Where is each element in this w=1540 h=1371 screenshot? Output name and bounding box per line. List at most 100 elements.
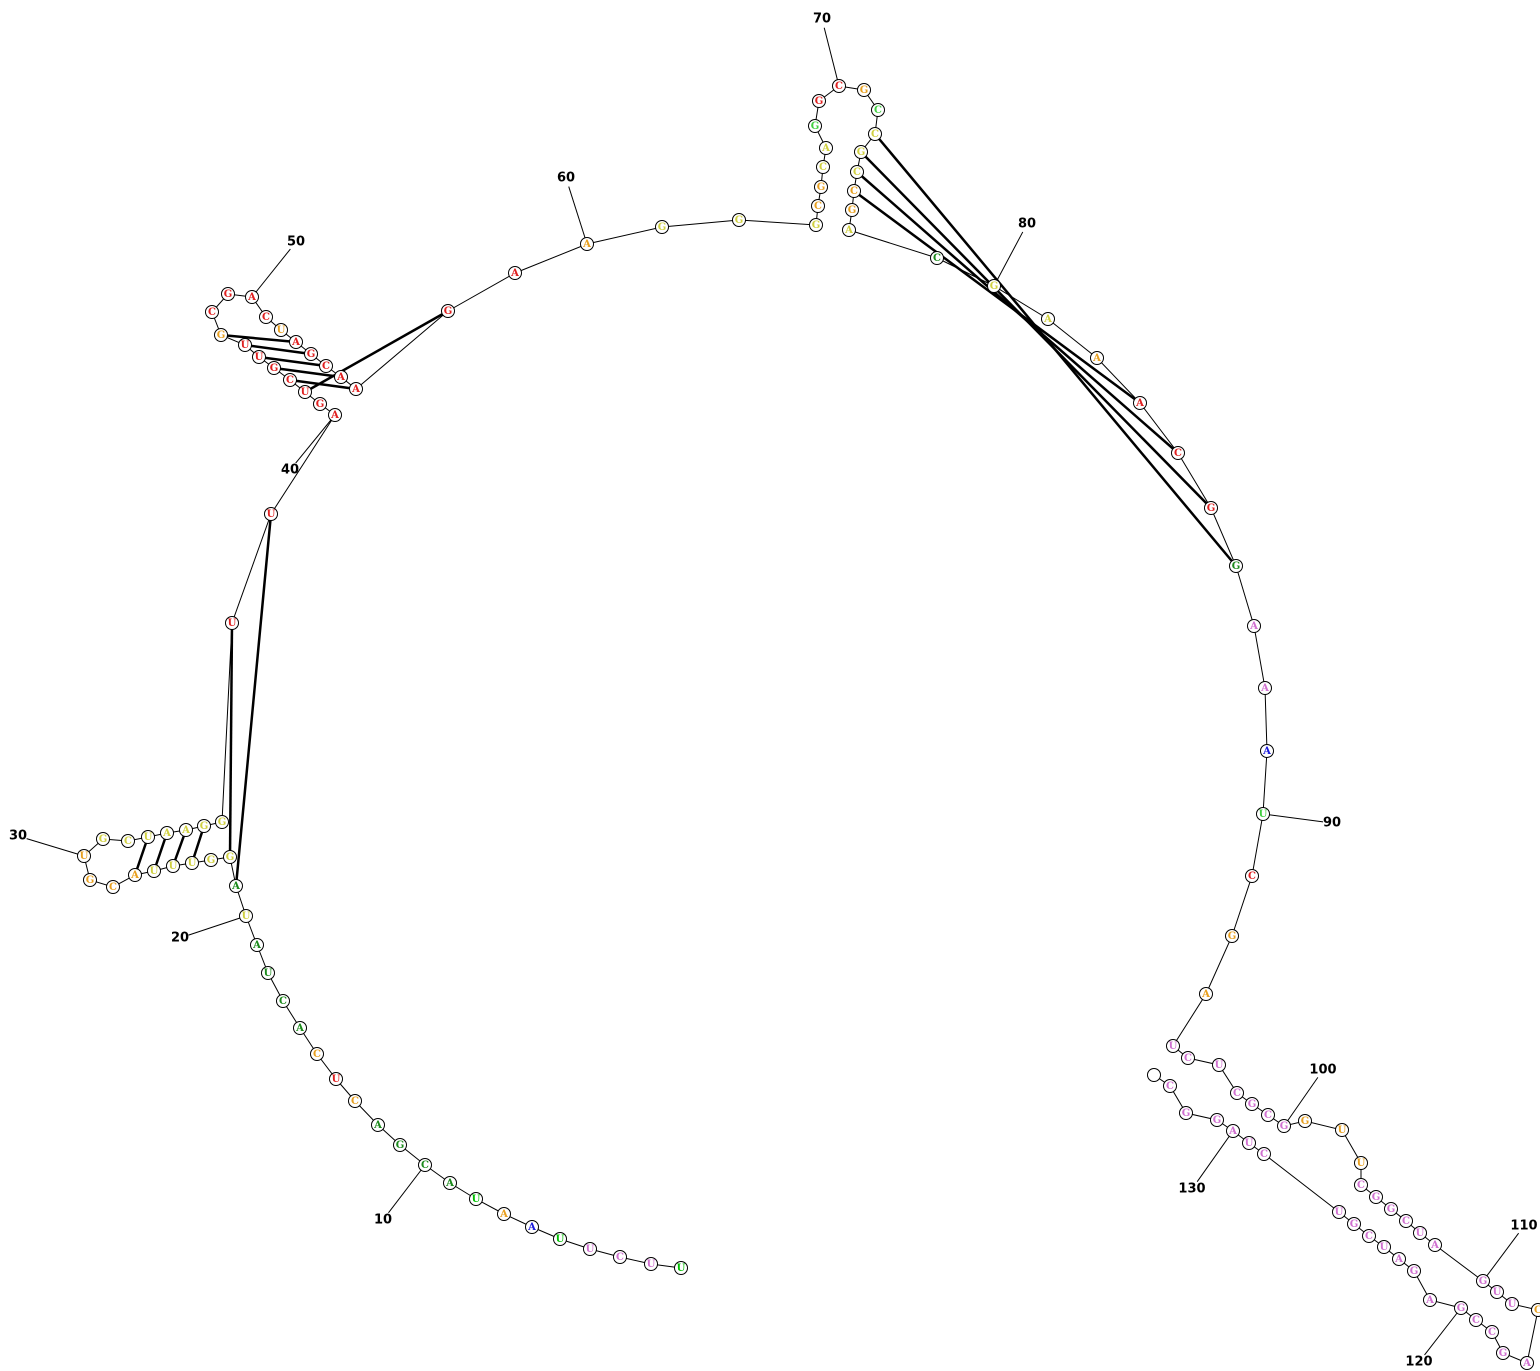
nucleotide-circle: [1163, 1079, 1177, 1093]
nucleotide-circle: [809, 218, 823, 232]
base-pair-line: [874, 133, 1237, 567]
nucleotide: G: [441, 304, 455, 318]
nucleotide-circle: [205, 305, 219, 319]
nucleotide: A: [128, 868, 142, 882]
nucleotide-circle: [1354, 1156, 1368, 1170]
nucleotide-letter: G: [1479, 1276, 1488, 1287]
nucleotide-letter: G: [857, 147, 866, 158]
nucleotide-letter: U: [188, 858, 197, 869]
nucleotide-circle: [261, 966, 275, 980]
nucleotide: G: [854, 145, 868, 159]
nucleotide: U: [298, 385, 312, 399]
nucleotide-letter: U: [1416, 1228, 1425, 1239]
nucleotide: C: [1354, 1178, 1368, 1192]
nucleotide-letter: G: [658, 222, 667, 233]
nucleotide: G: [393, 1138, 407, 1152]
position-tick-line: [568, 186, 588, 245]
nucleotide-letter: G: [1207, 503, 1216, 514]
nucleotide-letter: A: [1522, 1358, 1531, 1369]
nucleotide-circle: [1242, 1136, 1256, 1150]
nucleotide: G: [1298, 1114, 1312, 1128]
position-label-90: 90: [1323, 816, 1341, 831]
nucleotide: C: [121, 834, 135, 848]
nucleotide: U: [1377, 1240, 1391, 1254]
nucleotide-circle: [847, 184, 861, 198]
nucleotide-letter: G: [218, 817, 227, 828]
nucleotide-letter: U: [267, 509, 276, 520]
base-pair-line: [853, 189, 1141, 405]
nucleotide-circle: [987, 279, 1001, 293]
base-pair-line: [234, 513, 273, 887]
nucleotide-circle: [674, 1261, 688, 1275]
nucleotide: C: [1261, 1108, 1275, 1122]
nucleotide-circle: [1384, 1202, 1398, 1216]
nucleotide-circle: [832, 79, 846, 93]
nucleotide: U: [1256, 807, 1270, 821]
nucleotide-circle: [1245, 869, 1259, 883]
nucleotide: A: [580, 237, 594, 251]
nucleotide-circle: [497, 1207, 511, 1221]
nucleotide-letter: C: [351, 1096, 359, 1107]
nucleotide-letter: C: [1233, 1088, 1241, 1099]
nucleotide-circle: [1261, 1108, 1275, 1122]
nucleotide: G: [204, 853, 218, 867]
nucleotide-circle: [1520, 1356, 1534, 1370]
nucleotide-letter: A: [1394, 1254, 1403, 1265]
nucleotide: C: [1485, 1325, 1499, 1339]
nucleotide-circle: [319, 359, 333, 373]
nucleotide-letter: G: [270, 363, 279, 374]
nucleotide-letter: C: [279, 996, 287, 1007]
nucleotide-circle: [348, 1094, 362, 1108]
nucleotide: C: [418, 1158, 432, 1172]
nucleotide-letter: G: [444, 306, 453, 317]
nucleotide: A: [245, 290, 259, 304]
nucleotide: A: [1199, 987, 1213, 1001]
nucleotide: C: [1245, 869, 1259, 883]
nucleotide: A: [1392, 1252, 1406, 1266]
nucleotide-circle: [1225, 929, 1239, 943]
nucleotide: A: [293, 1021, 307, 1035]
nucleotide: G: [223, 850, 237, 864]
nucleotide: U: [274, 323, 288, 337]
nucleotide: G: [304, 347, 318, 361]
nucleotide-circle: [1298, 1114, 1312, 1128]
nucleotide-circle: [868, 127, 882, 141]
nucleotide: C: [847, 184, 861, 198]
position-label-50: 50: [287, 235, 305, 250]
nucleotide-circle: [1362, 1229, 1376, 1243]
nucleotide: A: [1041, 312, 1055, 326]
nucleotide: U: [674, 1261, 688, 1275]
nucleotide: U: [261, 966, 275, 980]
nucleotide: G: [732, 213, 746, 227]
nucleotide-circle: [250, 938, 264, 952]
nucleotide: G: [845, 203, 859, 217]
nucleotide-letter: G: [307, 349, 316, 360]
nucleotide-letter: G: [1387, 1204, 1396, 1215]
nucleotide-circle: [583, 1242, 597, 1256]
nucleotide-circle: [854, 145, 868, 159]
nucleotide: A: [1428, 1238, 1442, 1252]
nucleotide: U: [553, 1232, 567, 1246]
nucleotide: C: [1257, 1147, 1271, 1161]
nucleotide-circle: [185, 856, 199, 870]
nucleotide: A: [497, 1207, 511, 1221]
nucleotide-circle: [304, 347, 318, 361]
nucleotide-letter: U: [228, 618, 237, 629]
nucleotide-circle: [128, 868, 142, 882]
position-label-80: 80: [1018, 217, 1036, 232]
position-tick-line: [993, 231, 1024, 287]
nucleotide-letter: G: [1280, 1121, 1289, 1132]
nucleotide-letter: G: [735, 215, 744, 226]
position-tick-line: [388, 1164, 426, 1214]
nucleotide-circle: [223, 850, 237, 864]
nucleotide-circle: [842, 223, 856, 237]
nucleotide-circle: [1133, 396, 1147, 410]
nucleotide-circle: [857, 83, 871, 97]
position-label-70: 70: [813, 12, 831, 27]
nucleotide-letter: A: [844, 225, 853, 236]
nucleotide-letter: C: [1260, 1149, 1268, 1160]
nucleotide-letter: G: [99, 834, 108, 845]
backbone-group: [83, 85, 1539, 1364]
position-tick-line: [1482, 1232, 1520, 1282]
nucleotide: G: [1179, 1106, 1193, 1120]
